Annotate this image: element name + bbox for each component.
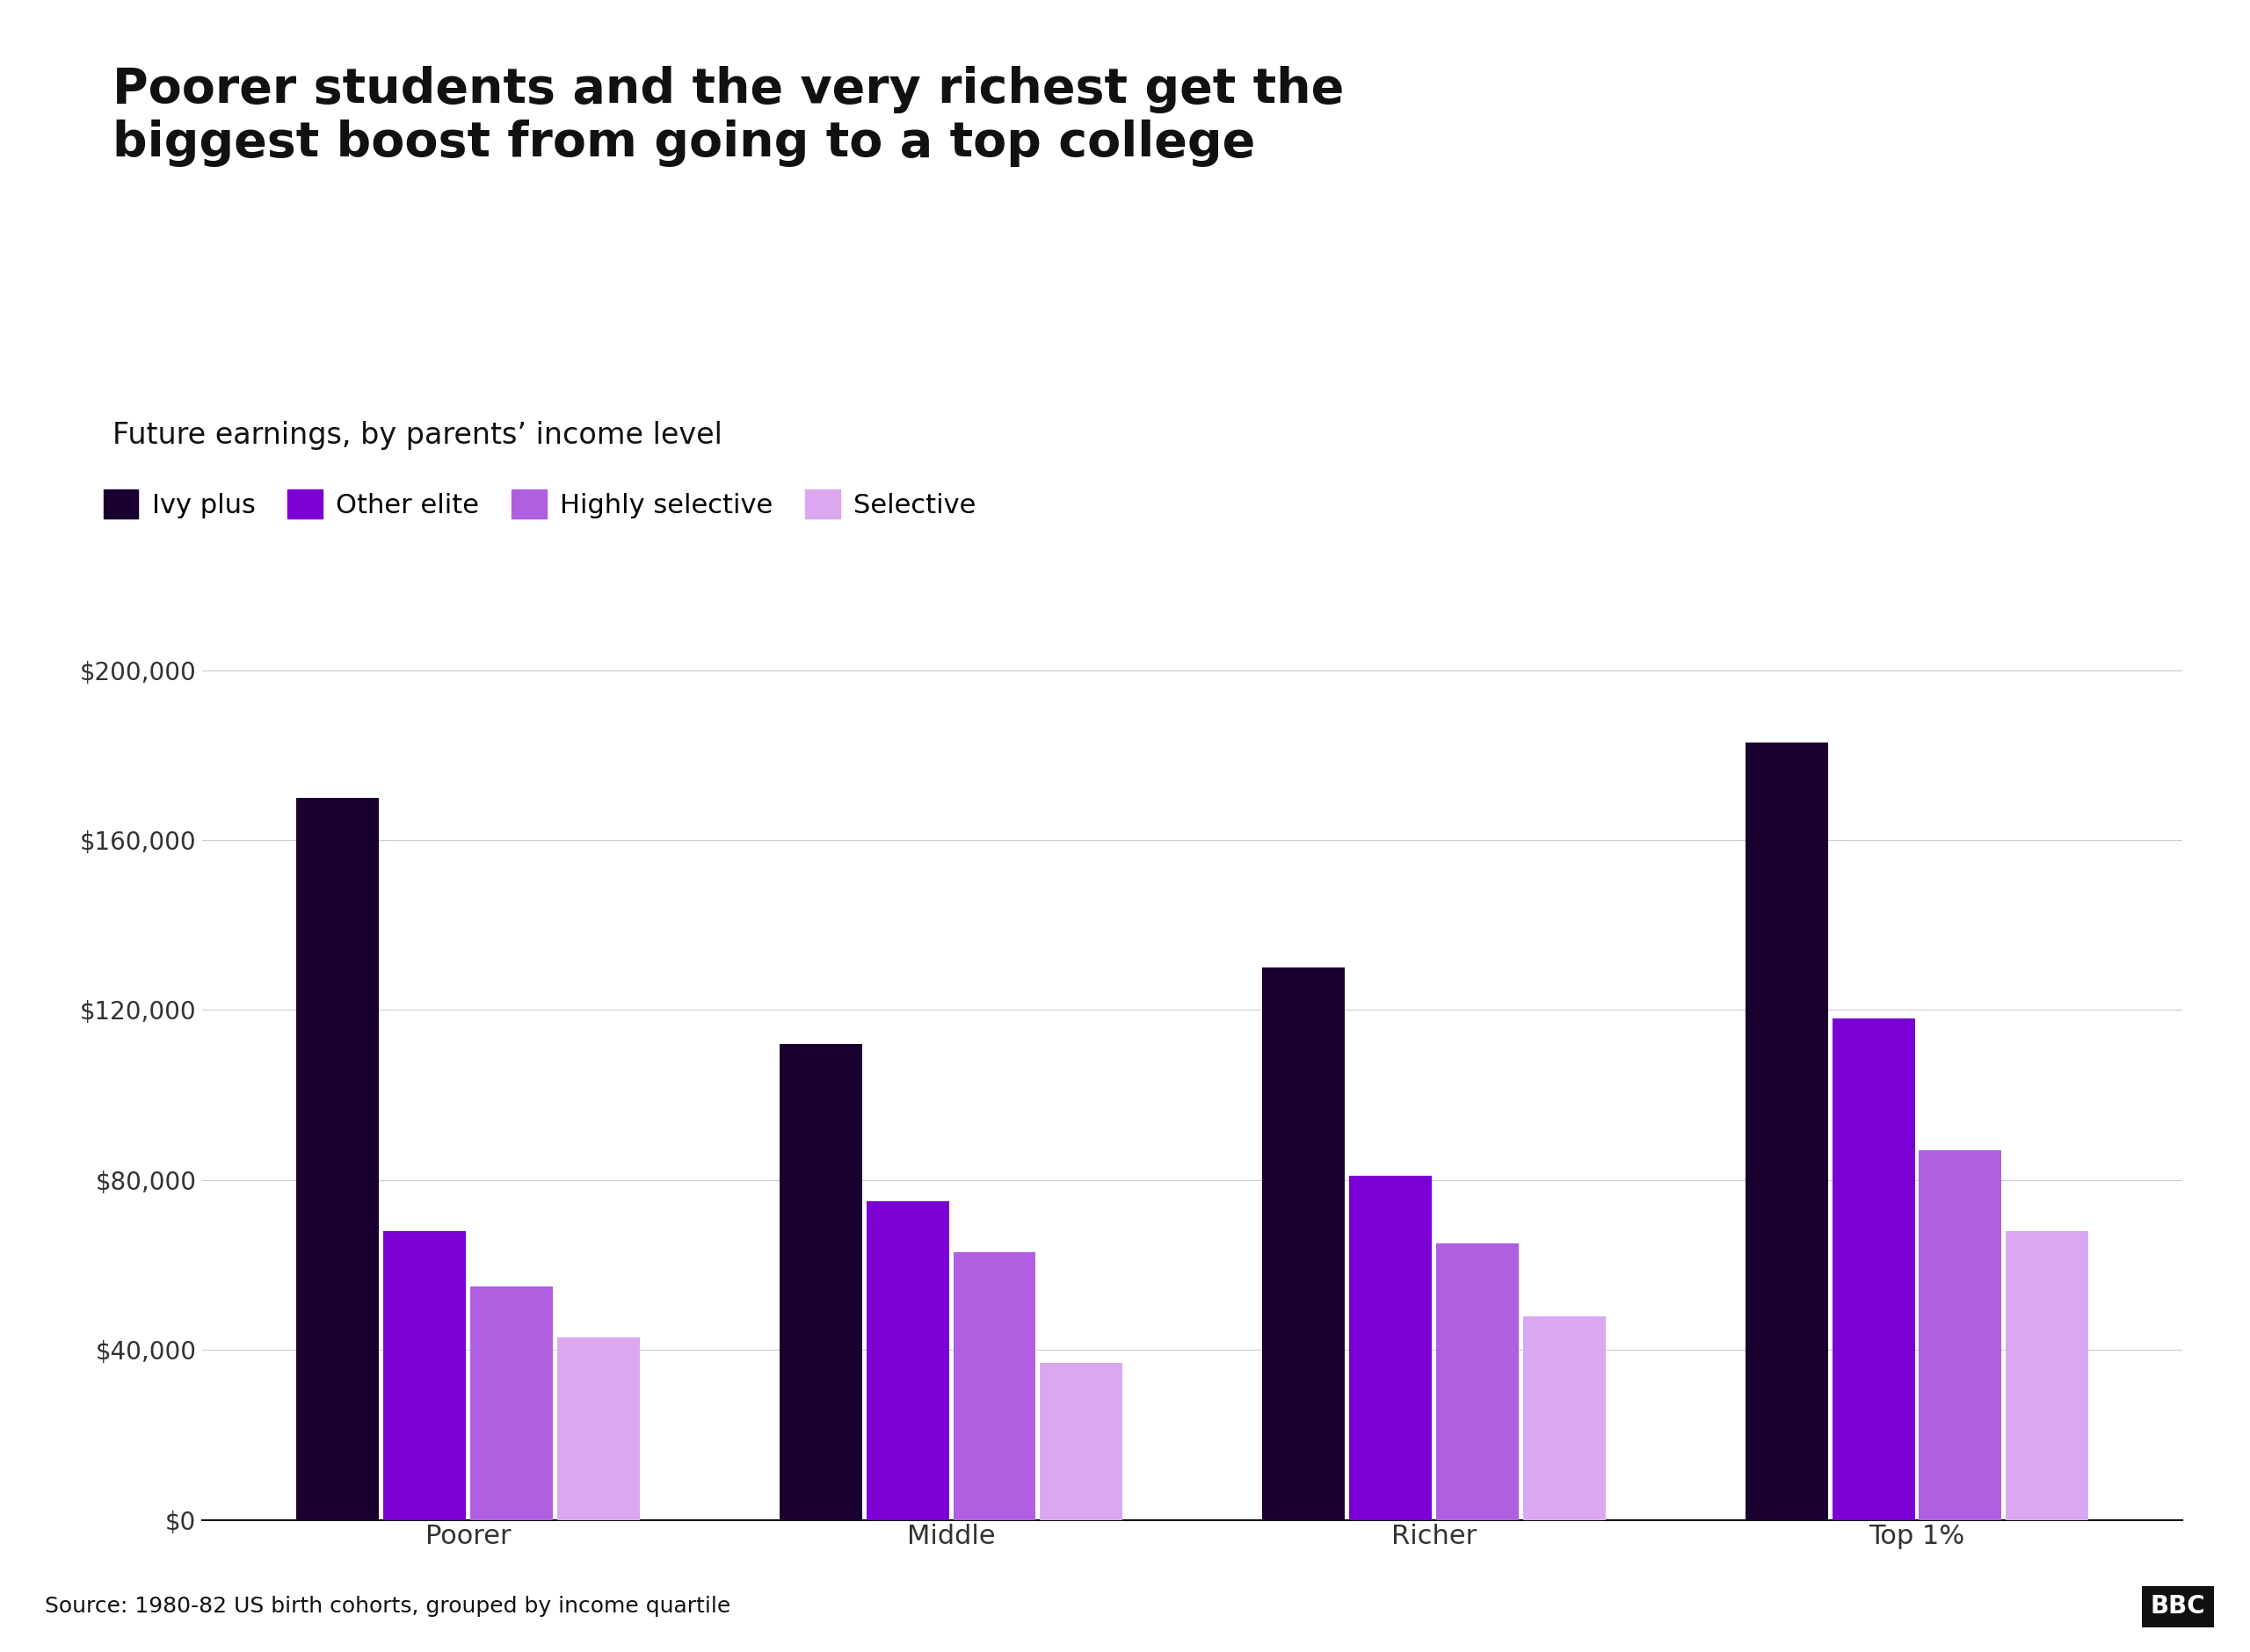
Text: Future earnings, by parents’ income level: Future earnings, by parents’ income leve… xyxy=(112,421,722,451)
Bar xyxy=(778,1044,862,1520)
Bar xyxy=(1919,1150,2002,1520)
Bar xyxy=(297,798,378,1520)
Bar xyxy=(1831,1019,1915,1520)
Bar xyxy=(1746,742,1827,1520)
Bar xyxy=(1436,1244,1519,1520)
Bar xyxy=(383,1231,466,1520)
Bar xyxy=(866,1201,950,1520)
Bar xyxy=(2007,1231,2088,1520)
Text: Poorer students and the very richest get the
biggest boost from going to a top c: Poorer students and the very richest get… xyxy=(112,66,1343,167)
Text: Source: 1980-82 US birth cohorts, grouped by income quartile: Source: 1980-82 US birth cohorts, groupe… xyxy=(45,1596,731,1617)
Bar xyxy=(954,1252,1035,1520)
Bar xyxy=(1040,1363,1123,1520)
Bar xyxy=(1262,968,1346,1520)
Bar xyxy=(1523,1317,1606,1520)
Text: BBC: BBC xyxy=(2151,1594,2205,1619)
Bar xyxy=(558,1336,639,1520)
Legend: Ivy plus, Other elite, Highly selective, Selective: Ivy plus, Other elite, Highly selective,… xyxy=(103,489,976,519)
Bar xyxy=(1350,1176,1431,1520)
Bar xyxy=(470,1287,554,1520)
